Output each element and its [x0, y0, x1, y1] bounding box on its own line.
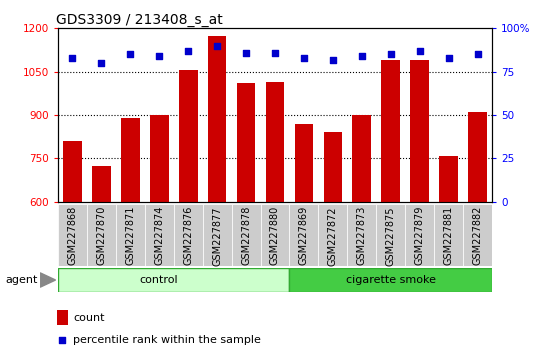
- Text: GSM227872: GSM227872: [328, 206, 338, 266]
- Text: GSM227879: GSM227879: [415, 206, 425, 266]
- Point: [126, 51, 135, 57]
- Text: percentile rank within the sample: percentile rank within the sample: [73, 335, 261, 346]
- Point: [68, 55, 76, 61]
- Text: GSM227877: GSM227877: [212, 206, 222, 266]
- Text: GSM227871: GSM227871: [125, 206, 135, 266]
- Text: control: control: [140, 275, 178, 285]
- Text: GSM227881: GSM227881: [444, 206, 454, 265]
- Point: [387, 51, 395, 57]
- FancyBboxPatch shape: [261, 204, 289, 266]
- Bar: [323, 132, 342, 202]
- FancyBboxPatch shape: [463, 204, 492, 266]
- Text: GSM227869: GSM227869: [299, 206, 309, 265]
- Point: [300, 55, 309, 61]
- Text: GSM227875: GSM227875: [386, 206, 396, 266]
- Point: [58, 337, 67, 343]
- FancyBboxPatch shape: [289, 204, 318, 266]
- FancyBboxPatch shape: [116, 204, 145, 266]
- FancyBboxPatch shape: [348, 204, 376, 266]
- Point: [358, 53, 366, 59]
- Bar: [179, 70, 197, 202]
- Text: count: count: [73, 313, 105, 323]
- Point: [415, 48, 424, 54]
- Bar: [266, 82, 284, 202]
- Bar: [382, 60, 400, 202]
- Text: GSM227876: GSM227876: [183, 206, 193, 266]
- Bar: [121, 118, 140, 202]
- FancyBboxPatch shape: [232, 204, 261, 266]
- Point: [328, 57, 337, 62]
- Bar: [469, 112, 487, 202]
- Point: [444, 55, 453, 61]
- FancyBboxPatch shape: [87, 204, 116, 266]
- Text: GSM227882: GSM227882: [473, 206, 483, 266]
- Bar: [439, 155, 458, 202]
- FancyBboxPatch shape: [376, 204, 405, 266]
- Text: cigarette smoke: cigarette smoke: [346, 275, 436, 285]
- Point: [184, 48, 192, 54]
- Polygon shape: [40, 273, 56, 287]
- FancyBboxPatch shape: [145, 204, 174, 266]
- Text: GSM227874: GSM227874: [154, 206, 164, 266]
- FancyBboxPatch shape: [58, 268, 289, 292]
- Point: [155, 53, 163, 59]
- Bar: [208, 35, 227, 202]
- Point: [213, 43, 222, 48]
- Point: [271, 50, 279, 56]
- Bar: [92, 166, 111, 202]
- Text: GSM227878: GSM227878: [241, 206, 251, 266]
- FancyBboxPatch shape: [318, 204, 348, 266]
- Text: GSM227870: GSM227870: [96, 206, 106, 266]
- FancyBboxPatch shape: [174, 204, 202, 266]
- Bar: [63, 141, 81, 202]
- Bar: [150, 115, 168, 202]
- FancyBboxPatch shape: [202, 204, 232, 266]
- FancyBboxPatch shape: [289, 268, 492, 292]
- Point: [474, 51, 482, 57]
- Text: GSM227868: GSM227868: [67, 206, 77, 265]
- FancyBboxPatch shape: [58, 204, 87, 266]
- Bar: [236, 83, 255, 202]
- FancyBboxPatch shape: [434, 204, 463, 266]
- Point: [97, 60, 106, 66]
- Bar: [57, 310, 68, 325]
- Point: [241, 50, 250, 56]
- Bar: [353, 115, 371, 202]
- Text: agent: agent: [6, 275, 38, 285]
- Text: GSM227873: GSM227873: [357, 206, 367, 266]
- Text: GSM227880: GSM227880: [270, 206, 280, 265]
- Bar: [295, 124, 313, 202]
- Bar: [410, 60, 429, 202]
- Text: GDS3309 / 213408_s_at: GDS3309 / 213408_s_at: [56, 13, 222, 27]
- FancyBboxPatch shape: [405, 204, 434, 266]
